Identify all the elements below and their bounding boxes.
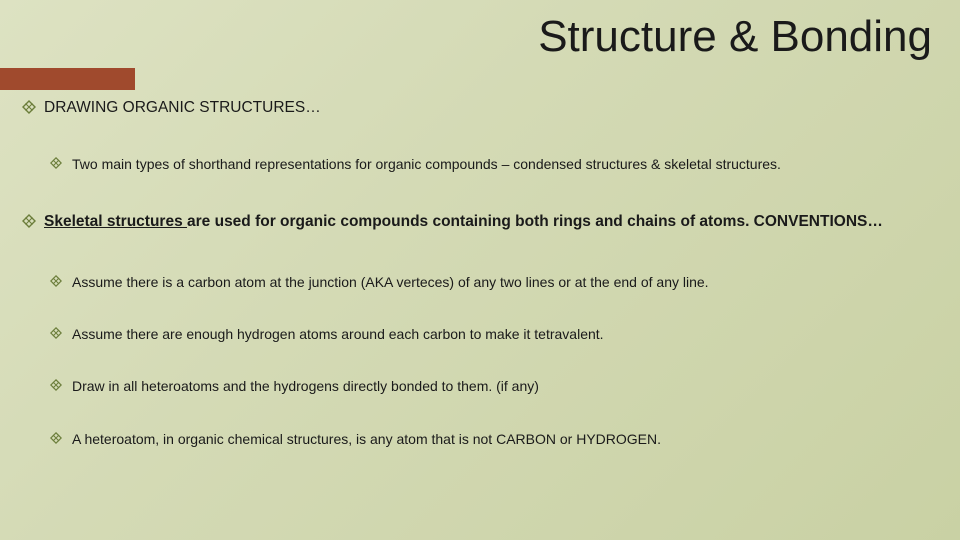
heading-text: Skeletal structures are used for organic… bbox=[44, 212, 883, 231]
list-item: DRAWING ORGANIC STRUCTURES… bbox=[22, 98, 932, 117]
body-text: A heteroatom, in organic chemical struct… bbox=[72, 430, 661, 448]
body-text: Draw in all heteroatoms and the hydrogen… bbox=[72, 377, 539, 395]
underline-text: Skeletal structures bbox=[44, 213, 187, 230]
page-title: Structure & Bonding bbox=[538, 12, 932, 62]
list-item: Two main types of shorthand representati… bbox=[50, 155, 932, 173]
heading-rest: are used for organic compounds containin… bbox=[187, 213, 883, 230]
diamond-icon bbox=[50, 275, 64, 289]
diamond-icon bbox=[22, 100, 36, 114]
diamond-icon bbox=[50, 157, 64, 171]
heading-text: DRAWING ORGANIC STRUCTURES… bbox=[44, 98, 321, 117]
body-text: Assume there are enough hydrogen atoms a… bbox=[72, 325, 604, 343]
list-item: Assume there is a carbon atom at the jun… bbox=[50, 273, 932, 291]
slide: Structure & Bonding DRAWING ORGANIC STRU… bbox=[0, 0, 960, 540]
content-area: DRAWING ORGANIC STRUCTURES… Two main typ… bbox=[22, 98, 932, 448]
list-item: A heteroatom, in organic chemical struct… bbox=[50, 430, 932, 448]
list-item: Draw in all heteroatoms and the hydrogen… bbox=[50, 377, 932, 395]
list-item: Skeletal structures are used for organic… bbox=[22, 212, 932, 231]
list-item: Assume there are enough hydrogen atoms a… bbox=[50, 325, 932, 343]
diamond-icon bbox=[50, 379, 64, 393]
diamond-icon bbox=[50, 327, 64, 341]
accent-bar bbox=[0, 68, 135, 90]
diamond-icon bbox=[50, 432, 64, 446]
diamond-icon bbox=[22, 214, 36, 228]
body-text: Assume there is a carbon atom at the jun… bbox=[72, 273, 709, 291]
body-text: Two main types of shorthand representati… bbox=[72, 155, 781, 173]
